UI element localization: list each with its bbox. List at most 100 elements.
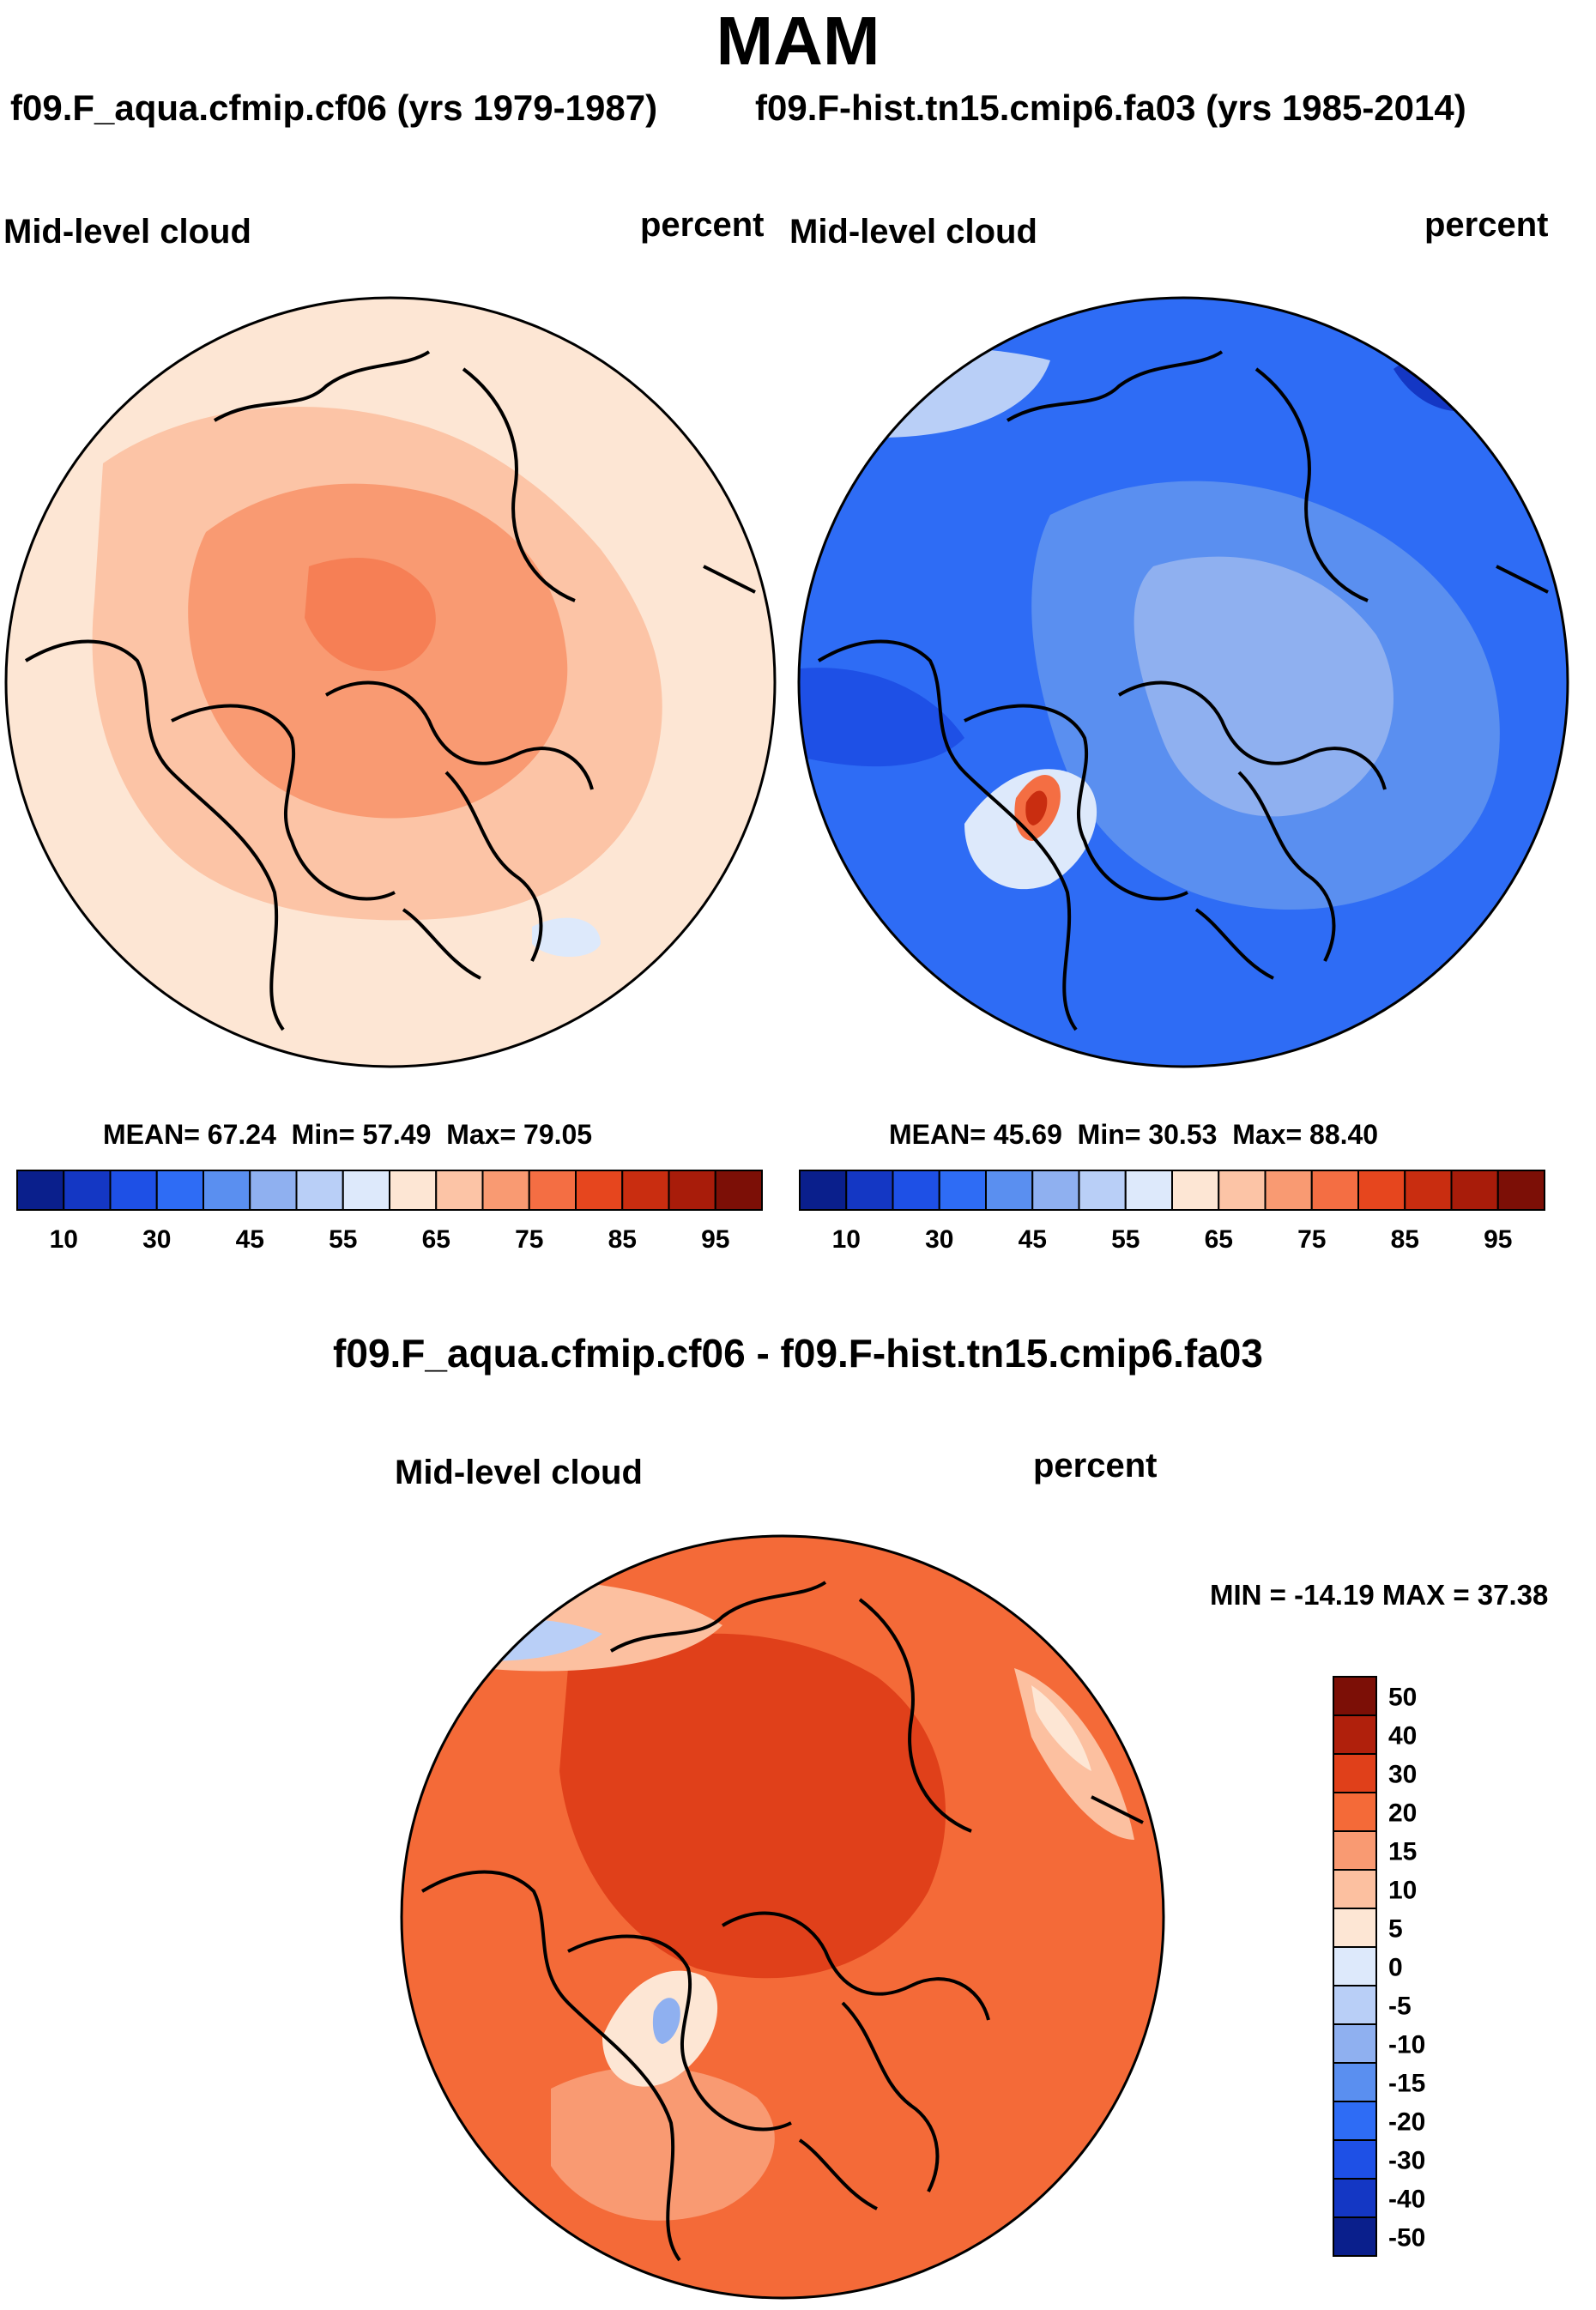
- right-colorbar-box: [938, 1170, 987, 1211]
- right-colorbar-box: [1031, 1170, 1080, 1211]
- left-field-low: [6, 326, 39, 529]
- right-min-value: 30.53: [1148, 1119, 1218, 1150]
- left-colorbar-box: [668, 1170, 716, 1211]
- diff-colorbar-box: [1333, 1830, 1377, 1871]
- diff-colorbar-box: [1333, 2101, 1377, 2141]
- left-colorbar-box: [63, 1170, 112, 1211]
- diff-map: [400, 1534, 1165, 2300]
- right-colorbar-tick-label: 10: [832, 1225, 861, 1254]
- left-colorbar-box: [109, 1170, 158, 1211]
- left-colorbar-box: [714, 1170, 763, 1211]
- diff-colorbar-tick-label: 20: [1388, 1799, 1417, 1828]
- diff-colorbar-box: [1333, 1985, 1377, 2025]
- left-mean-label: MEAN=: [103, 1119, 200, 1150]
- diff-colorbar-box: [1333, 1946, 1377, 1986]
- right-colorbar-tick-label: 85: [1391, 1225, 1419, 1254]
- diff-colorbar-tick-label: 15: [1388, 1838, 1417, 1866]
- left-colorbar-tick-label: 10: [50, 1225, 78, 1254]
- left-colorbar-box: [16, 1170, 65, 1211]
- right-colorbar-box: [799, 1170, 848, 1211]
- right-map-border: [797, 296, 1569, 1068]
- diff-coastlines: [420, 1581, 1144, 2262]
- left-variable-label: Mid-level cloud: [3, 213, 251, 251]
- right-colorbar-box: [1078, 1170, 1127, 1211]
- left-max-label: Max=: [446, 1119, 517, 1150]
- right-field-peak-core: [1025, 790, 1048, 825]
- right-coastlines: [817, 350, 1549, 1031]
- right-colorbar-box: [1264, 1170, 1313, 1211]
- right-colorbar-tick-label: 65: [1205, 1225, 1233, 1254]
- left-colorbar-tick-label: 85: [608, 1225, 637, 1254]
- right-mean-label: MEAN=: [889, 1119, 986, 1150]
- diff-colorbar-box: [1333, 2178, 1377, 2218]
- diff-colorbar-tick-label: 40: [1388, 1722, 1417, 1751]
- diff-colorbar-tick-label: 30: [1388, 1761, 1417, 1789]
- diff-colorbar-box: [1333, 2139, 1377, 2180]
- left-field-low-2: [532, 917, 601, 957]
- left-colorbar-tick-label: 30: [142, 1225, 171, 1254]
- left-colorbar-box: [621, 1170, 670, 1211]
- diff-colorbar-tick-label: 10: [1388, 1877, 1417, 1905]
- right-colorbar-box: [1171, 1170, 1220, 1211]
- right-case-title: f09.F-hist.tn15.cmip6.fa03 (yrs 1985-201…: [755, 88, 1466, 128]
- right-colorbar-box: [892, 1170, 940, 1211]
- diff-colorbar-tick-label: -10: [1388, 2031, 1425, 2059]
- diff-field-east-core: [1031, 1685, 1091, 1771]
- diff-colorbar-box: [1333, 2216, 1377, 2257]
- left-stats: MEAN= 67.24 Min= 57.49 Max= 79.05: [103, 1119, 592, 1151]
- left-colorbar-box: [249, 1170, 298, 1211]
- right-colorbar-box: [1357, 1170, 1406, 1211]
- left-colorbar-box: [435, 1170, 484, 1211]
- diff-colorbar-tick-label: -50: [1388, 2224, 1425, 2253]
- left-colorbar: 10 30 45 55 65 75 85 95: [16, 1170, 763, 1254]
- left-colorbar-box: [295, 1170, 344, 1211]
- left-colorbar-box: [342, 1170, 390, 1211]
- diff-colorbar-tick-label: 5: [1388, 1915, 1403, 1944]
- right-colorbar-tick-label: 45: [1019, 1225, 1047, 1254]
- right-colorbar-box: [985, 1170, 1034, 1211]
- right-max-label: Max=: [1232, 1119, 1303, 1150]
- right-colorbar-tick-label: 75: [1297, 1225, 1326, 1254]
- diff-colorbar-box: [1333, 2023, 1377, 2064]
- right-units-label: percent: [1424, 206, 1549, 244]
- diff-minmax: MIN = -14.19 MAX = 37.38: [1210, 1579, 1549, 1611]
- diff-field-high: [559, 1633, 946, 1979]
- right-mean-value: 45.69: [993, 1119, 1062, 1150]
- left-case-title: f09.F_aqua.cfmip.cf06 (yrs 1979-1987): [10, 88, 658, 128]
- right-colorbar-box: [1496, 1170, 1545, 1211]
- diff-colorbar-box: [1333, 1792, 1377, 1832]
- left-colorbar-box: [203, 1170, 251, 1211]
- diff-colorbar-tick-label: -20: [1388, 2108, 1425, 2137]
- right-colorbar-box: [845, 1170, 894, 1211]
- right-field-high: [1134, 556, 1393, 817]
- diff-colorbar-tick-label: -5: [1388, 1993, 1412, 2021]
- diff-colorbar-tick-label: -30: [1388, 2147, 1425, 2175]
- diff-colorbar-box: [1333, 2062, 1377, 2102]
- diff-field-south: [551, 2066, 775, 2221]
- left-map-border: [4, 296, 777, 1068]
- right-colorbar-tick-label: 30: [925, 1225, 953, 1254]
- left-colorbar-tick-label: 45: [236, 1225, 264, 1254]
- right-colorbar-box: [1310, 1170, 1359, 1211]
- left-colorbar-tick-label: 75: [515, 1225, 543, 1254]
- left-colorbar-box: [481, 1170, 530, 1211]
- diff-colorbar-tick-label: 50: [1388, 1684, 1417, 1712]
- diff-colorbar-tick-label: -15: [1388, 2070, 1425, 2098]
- right-variable-label: Mid-level cloud: [789, 213, 1037, 251]
- diff-map-border: [400, 1534, 1165, 2300]
- diff-colorbar-box: [1333, 1753, 1377, 1793]
- right-colorbar-tick-label: 95: [1484, 1225, 1512, 1254]
- left-min-value: 57.49: [362, 1119, 432, 1150]
- diff-colorbar-box: [1333, 1908, 1377, 1948]
- right-colorbar-box: [1218, 1170, 1267, 1211]
- left-colorbar-box: [575, 1170, 624, 1211]
- diff-colorbar-box: [1333, 1869, 1377, 1909]
- left-coastlines: [24, 350, 756, 1031]
- left-colorbar-box: [528, 1170, 577, 1211]
- left-field-peak: [305, 558, 436, 671]
- diff-colorbar-tick-label: -40: [1388, 2186, 1425, 2214]
- left-colorbar-tick-label: 95: [701, 1225, 729, 1254]
- diff-field-negative-core: [652, 1998, 680, 2044]
- left-units-label: percent: [640, 206, 765, 244]
